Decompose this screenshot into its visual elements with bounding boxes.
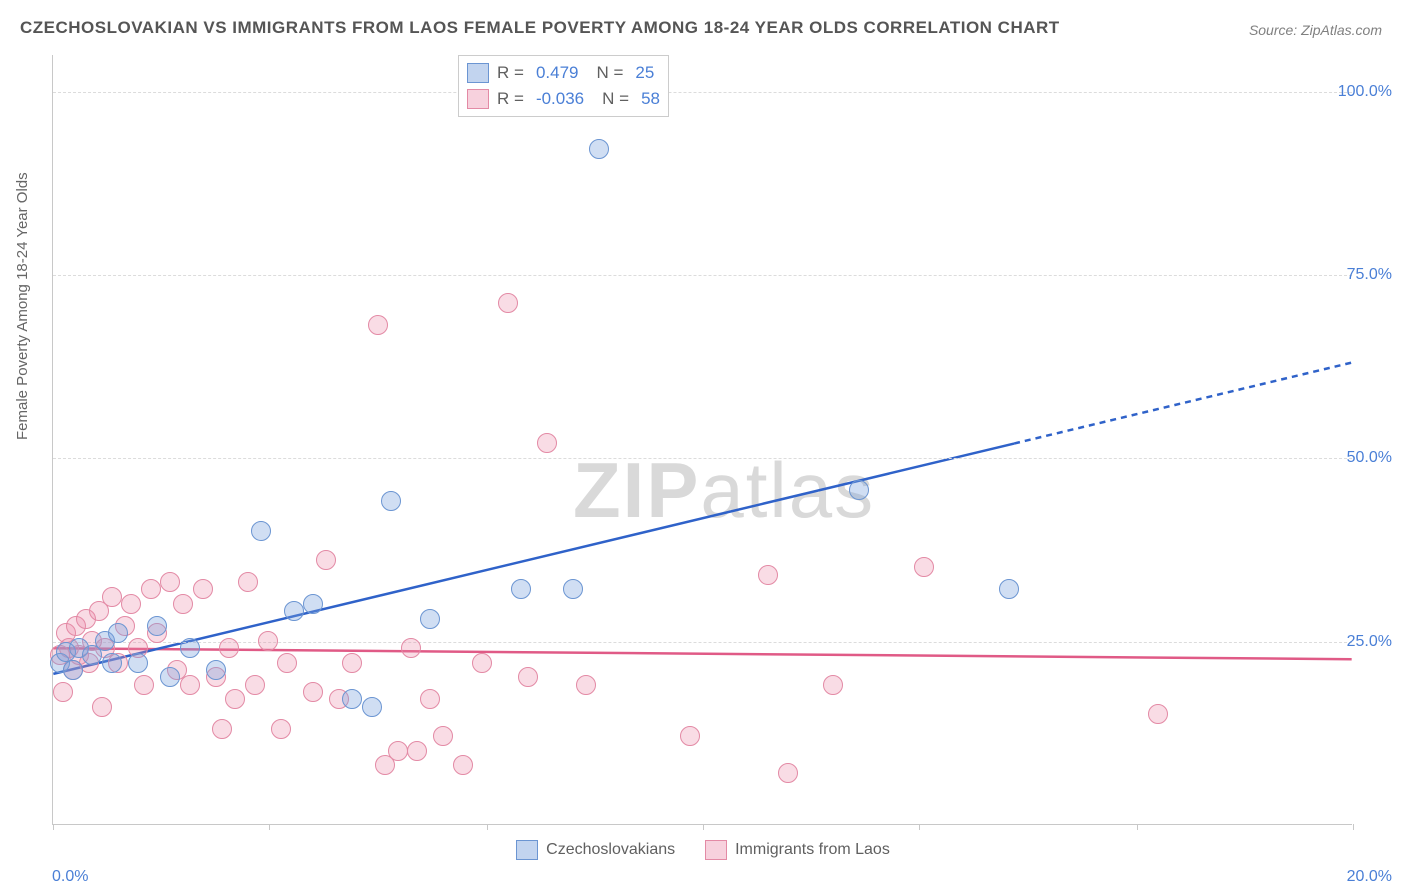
swatch-icon — [467, 89, 489, 109]
data-point — [472, 653, 492, 673]
data-point — [778, 763, 798, 783]
data-point — [362, 697, 382, 717]
data-point — [849, 480, 869, 500]
data-point — [141, 579, 161, 599]
series-legend: Czechoslovakians Immigrants from Laos — [0, 840, 1406, 860]
data-point — [160, 667, 180, 687]
data-point — [277, 653, 297, 673]
data-point — [401, 638, 421, 658]
data-point — [388, 741, 408, 761]
y-tick-label: 25.0% — [1347, 633, 1392, 651]
x-tick-max: 20.0% — [1347, 868, 1392, 886]
data-point — [160, 572, 180, 592]
data-point — [498, 293, 518, 313]
data-point — [180, 638, 200, 658]
data-point — [1148, 704, 1168, 724]
data-point — [284, 601, 304, 621]
gridline — [53, 275, 1352, 276]
data-point — [251, 521, 271, 541]
data-point — [225, 689, 245, 709]
x-tick — [919, 824, 920, 830]
data-point — [102, 587, 122, 607]
swatch-icon — [467, 63, 489, 83]
data-point — [680, 726, 700, 746]
x-tick — [269, 824, 270, 830]
data-point — [258, 631, 278, 651]
plot-area: ZIPatlas — [52, 55, 1352, 825]
data-point — [92, 697, 112, 717]
data-point — [63, 660, 83, 680]
y-tick-label: 75.0% — [1347, 266, 1392, 284]
data-point — [219, 638, 239, 658]
gridline — [53, 92, 1352, 93]
y-axis-label: Female Poverty Among 18-24 Year Olds — [14, 172, 31, 440]
data-point — [537, 433, 557, 453]
data-point — [758, 565, 778, 585]
legend-item-series2: Immigrants from Laos — [705, 840, 890, 860]
data-point — [128, 653, 148, 673]
data-point — [316, 550, 336, 570]
data-point — [518, 667, 538, 687]
chart-title: CZECHOSLOVAKIAN VS IMMIGRANTS FROM LAOS … — [20, 18, 1060, 38]
data-point — [420, 609, 440, 629]
data-point — [368, 315, 388, 335]
source-attribution: Source: ZipAtlas.com — [1249, 22, 1382, 38]
data-point — [102, 653, 122, 673]
data-point — [271, 719, 291, 739]
x-tick-min: 0.0% — [52, 868, 88, 886]
data-point — [193, 579, 213, 599]
x-tick — [1137, 824, 1138, 830]
data-point — [212, 719, 232, 739]
swatch-icon — [705, 840, 727, 860]
data-point — [914, 557, 934, 577]
legend-item-series1: Czechoslovakians — [516, 840, 675, 860]
data-point — [245, 675, 265, 695]
data-point — [453, 755, 473, 775]
gridline — [53, 458, 1352, 459]
y-tick-label: 50.0% — [1347, 449, 1392, 467]
data-point — [576, 675, 596, 695]
x-tick — [487, 824, 488, 830]
data-point — [206, 660, 226, 680]
data-point — [342, 653, 362, 673]
data-point — [147, 616, 167, 636]
x-tick — [1353, 824, 1354, 830]
data-point — [238, 572, 258, 592]
data-point — [823, 675, 843, 695]
legend-row-series1: R = 0.479 N = 25 — [467, 60, 660, 86]
data-point — [108, 623, 128, 643]
data-point — [303, 594, 323, 614]
data-point — [589, 139, 609, 159]
x-tick — [53, 824, 54, 830]
data-point — [563, 579, 583, 599]
data-point — [420, 689, 440, 709]
data-point — [433, 726, 453, 746]
data-point — [53, 682, 73, 702]
y-tick-label: 100.0% — [1338, 83, 1392, 101]
data-point — [134, 675, 154, 695]
swatch-icon — [516, 840, 538, 860]
data-point — [407, 741, 427, 761]
legend-row-series2: R = -0.036 N = 58 — [467, 86, 660, 112]
data-point — [511, 579, 531, 599]
data-point — [999, 579, 1019, 599]
data-point — [180, 675, 200, 695]
data-point — [121, 594, 141, 614]
data-point — [303, 682, 323, 702]
correlation-legend: R = 0.479 N = 25 R = -0.036 N = 58 — [458, 55, 669, 117]
x-tick — [703, 824, 704, 830]
data-point — [173, 594, 193, 614]
data-point — [342, 689, 362, 709]
data-point — [381, 491, 401, 511]
gridline — [53, 642, 1352, 643]
